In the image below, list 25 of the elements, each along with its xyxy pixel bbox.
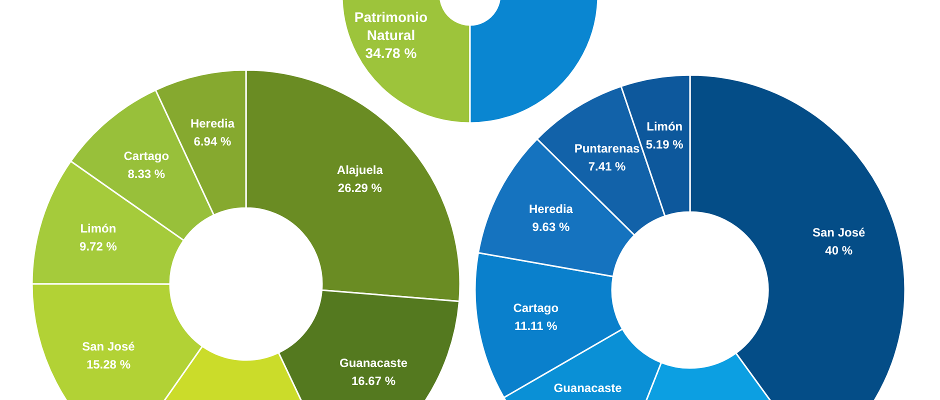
- slice-label: San José: [812, 226, 866, 240]
- slice-label: Patrimonio Natural: [354, 8, 428, 43]
- slice-label: Cartago: [124, 149, 170, 164]
- data-label: 6.94 %: [194, 134, 232, 149]
- data-label: 9.63 %: [532, 220, 570, 234]
- data-label: 34.78 %: [365, 44, 418, 61]
- data-label: 40 %: [825, 244, 853, 258]
- data-label: 9.72 %: [80, 239, 118, 254]
- slice-label: Heredia: [190, 116, 235, 131]
- slice-label: San José: [82, 339, 136, 354]
- data-label: 8.33 %: [128, 167, 166, 182]
- slice-label: Heredia: [528, 202, 574, 216]
- slice-label: Alajuela: [336, 162, 384, 177]
- data-label: 11.11 %: [514, 319, 558, 334]
- data-label: 5.19 %: [646, 138, 684, 152]
- slice-label: Guanacaste: [554, 381, 622, 395]
- slice-label: Puntarenas: [574, 141, 640, 156]
- slice-label: Cartago: [513, 301, 559, 316]
- slice-label: Limón: [80, 221, 116, 236]
- data-label: 7.41 %: [588, 159, 626, 174]
- slice-label: Limón: [646, 120, 683, 134]
- slice-label: Guanacaste: [339, 356, 408, 370]
- data-label: 26.29 %: [338, 180, 382, 195]
- data-label: 15.28 %: [86, 357, 131, 372]
- data-label: 16.67 %: [351, 374, 396, 388]
